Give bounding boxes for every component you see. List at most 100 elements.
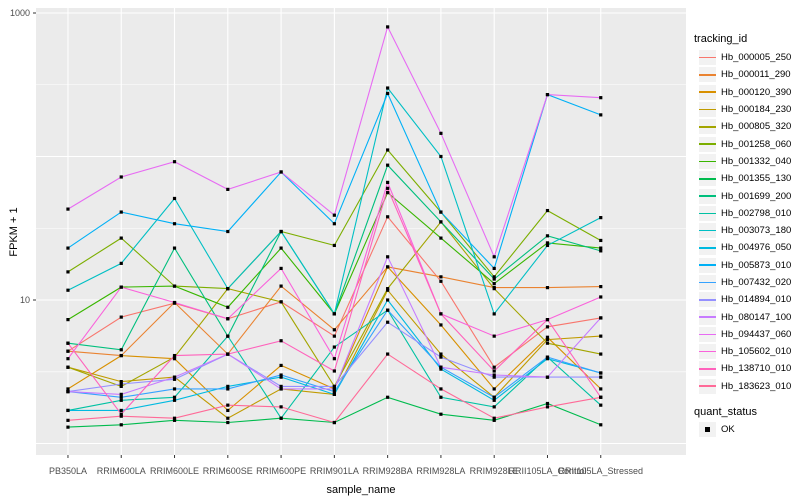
data-point [332,328,336,332]
legend-key [699,275,716,290]
data-point [279,284,283,288]
data-point [66,207,70,211]
legend-key [699,171,716,187]
data-point [386,287,390,291]
legend-entry-label: Hb_002798_010 [721,207,792,219]
x-tick-label: PB350LA [48,466,87,476]
legend-key [699,361,716,377]
data-point [439,154,443,159]
data-point [439,279,443,283]
data-point [386,163,390,167]
data-point [439,220,443,224]
legend-entry-label: Hb_001332_040 [721,155,792,167]
data-point [119,236,123,240]
data-point [119,412,123,416]
data-point [492,282,496,286]
data-point [226,317,230,321]
data-point [172,375,177,379]
data-point [492,275,496,279]
legend-entry-label: Hb_000011_290 [721,69,791,81]
data-point [386,91,390,96]
legend-entry-label: Hb_005873_010 [721,259,792,271]
data-point [332,392,336,396]
data-point [492,398,496,402]
legend-entry-label: Hb_001699_200 [721,190,792,202]
legend-entry: Hb_002798_010 [699,205,791,222]
data-point [386,255,390,259]
data-point [332,387,336,391]
legend-entry-label: Hb_004976_050 [721,242,792,254]
legend-title-quant-status: quant_status [694,406,757,418]
data-point [119,210,123,214]
data-point [226,384,230,388]
data-point [279,266,283,271]
data-point [492,334,496,338]
data-point [599,423,603,427]
legend-line-icon [699,229,716,232]
legend-entries: Hb_000005_250 Hb_000011_290 Hb_000120_390 H… [699,49,791,395]
data-point [599,395,603,399]
data-point [226,387,230,391]
legend-entry: Hb_000120_390 [699,84,791,101]
data-point [599,238,603,243]
data-point [492,405,496,409]
data-point [226,416,230,420]
legend-key [699,257,716,273]
legend-entry-label: Hb_183623_010 [721,380,792,392]
legend-entry: Hb_004976_050 [699,239,791,256]
data-point [332,369,336,373]
legend-entry: Hb_000011_290 [699,66,791,83]
data-point [386,265,390,269]
data-point [172,418,177,422]
legend-line-icon [699,298,716,301]
data-point [599,246,603,250]
legend-entry: Hb_001258_060 [699,135,791,152]
legend-key [699,50,716,66]
data-point [492,277,496,281]
data-point [599,113,603,117]
legend-entry-label: Hb_007432_020 [721,277,792,288]
data-point [545,337,550,342]
data-point [492,312,496,316]
data-point [332,389,336,394]
data-point [279,246,283,250]
legend-key [699,84,716,100]
legend-entry-label: Hb_000005_250 [721,52,792,64]
data-point [332,213,336,217]
x-tick-label: RRII105LA_Stressed [558,466,644,476]
legend-line-icon [699,385,716,388]
data-point [492,416,496,420]
data-point [599,249,603,253]
legend-entry-label: Hb_105602_010 [721,346,792,358]
legend-entry: Hb_001699_200 [699,187,791,204]
data-point [332,222,336,226]
data-point [545,234,550,238]
data-point [172,398,177,402]
data-point [279,339,283,343]
data-point [439,395,443,399]
data-point [226,403,230,407]
x-tick-label: RRIM600LE [150,466,200,476]
data-point [119,353,123,358]
x-tick-label: RRIM928LE [469,466,519,476]
legend-key [699,205,716,221]
legend-entry-label: Hb_000184_230 [721,104,792,116]
data-point [332,420,336,425]
data-point [545,401,550,406]
legend-entry: Hb_003073_180 [699,222,791,239]
legend-key [699,223,716,239]
data-point [119,348,123,352]
data-point [172,196,177,201]
legend-line-icon [699,264,716,266]
data-point [492,287,496,291]
data-point [172,377,177,381]
data-point [226,229,230,234]
data-point [439,412,443,416]
legend-entry-label: Hb_080147_100 [721,311,792,323]
legend-line-icon [699,281,716,284]
data-point [66,357,70,361]
legend-key [699,240,716,256]
data-point [545,286,550,290]
x-tick-label: RRIM901LA [309,466,359,476]
data-point [119,175,123,179]
